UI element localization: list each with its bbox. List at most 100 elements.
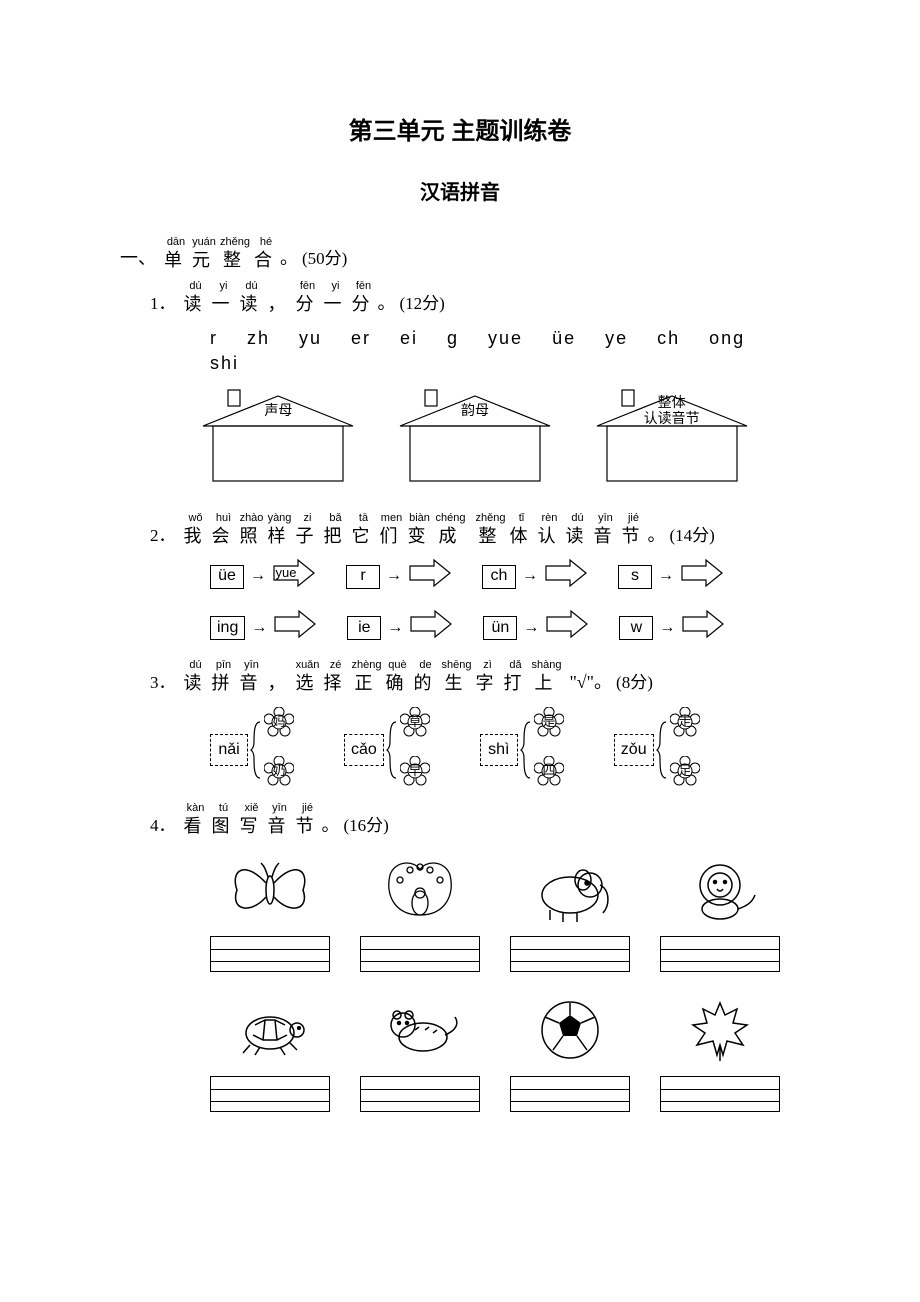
turtle-icon (215, 990, 325, 1070)
arrow-pair: ch → (482, 558, 588, 595)
q3-points: (8分) (616, 671, 653, 695)
house-shengmu: 声母 (193, 386, 363, 493)
arrow-pair: üe → yue (210, 558, 316, 595)
arrow-icon: → (659, 617, 675, 639)
arrow-icon: → (386, 565, 402, 587)
q2-arrows: üe → yue r → ch → s → ing → ie (210, 558, 800, 646)
choice-option: 四 (534, 756, 564, 793)
arrow-from-box: w (619, 616, 653, 640)
q3-num: 3． (150, 671, 176, 695)
question-2: 2． wǒ我 huì会 zhào照 yàng样 zi子 bǎ把 tā它 men们… (150, 513, 800, 646)
choice-pinyin-box: nǎi (210, 734, 248, 766)
house-label-3: 整体 认读音节 (644, 396, 700, 427)
svg-text:妈: 妈 (272, 714, 285, 729)
svg-text:四: 四 (542, 763, 555, 778)
section-1-tail: 。 (280, 246, 298, 271)
pinyin-write-box (210, 1076, 330, 1112)
pinyin-write-box (660, 1076, 780, 1112)
image-cell-lion (660, 850, 780, 972)
arrow-to-shape (544, 558, 588, 595)
q1-num: 1． (150, 292, 176, 316)
image-cell-peacock (360, 850, 480, 972)
arrow-from-box: ch (482, 565, 516, 589)
pinyin-write-box (510, 936, 630, 972)
arrow-from-box: ün (483, 616, 517, 640)
image-cell-elephant (510, 850, 630, 972)
choice-option: 奶 (264, 756, 294, 793)
pinyin-write-box (660, 936, 780, 972)
main-title: 第三单元 主题训练卷 (120, 115, 800, 149)
elephant-icon (515, 850, 625, 930)
arrow-from-box: r (346, 565, 380, 589)
section-1-points: (50分) (302, 247, 347, 271)
svg-text:早: 早 (408, 763, 421, 778)
question-3: 3． dú读 pīn拼 yīn音 ， xuǎn选 zé择 zhèng正 què确… (150, 660, 800, 793)
arrow-icon: → (522, 565, 538, 587)
arrow-to-shape (273, 609, 317, 646)
arrow-to-shape (409, 609, 453, 646)
arrow-from-box: s (618, 565, 652, 589)
pinyin-write-box (510, 1076, 630, 1112)
q3-tail: "√"。 (569, 670, 612, 695)
arrow-icon: → (658, 565, 674, 587)
arrow-pair: r → (346, 558, 452, 595)
peacock-icon (365, 850, 475, 930)
arrow-pair: ie → (347, 609, 453, 646)
soccer-ball-icon (515, 990, 625, 1070)
house-label-1: 声母 (264, 404, 292, 419)
arrow-icon: → (250, 565, 266, 587)
pinyin-write-box (360, 1076, 480, 1112)
q1-pinyin-list: r zh yu er ei g yue üe ye ch ong shi (210, 326, 800, 376)
arrow-from-box: ing (210, 616, 245, 640)
lion-icon (665, 850, 775, 930)
svg-text:足: 足 (678, 763, 691, 778)
svg-text:奶: 奶 (272, 763, 285, 778)
maple-leaf-icon (665, 990, 775, 1070)
arrow-to-shape (545, 609, 589, 646)
q2-num: 2． (150, 524, 176, 548)
arrow-icon: → (387, 617, 403, 639)
choice-group: zǒu 走 足 (614, 707, 700, 793)
arrow-pair: w → (619, 609, 725, 646)
svg-text:是: 是 (542, 714, 555, 729)
butterfly-icon (215, 850, 325, 930)
image-cell-tiger (360, 990, 480, 1112)
image-cell-soccer-ball (510, 990, 630, 1112)
arrow-pair: ün → (483, 609, 589, 646)
choice-pinyin-box: zǒu (614, 734, 654, 766)
house-label-2: 韵母 (461, 404, 489, 419)
arrow-to-shape (408, 558, 452, 595)
house-yunmu: 韵母 (390, 386, 560, 493)
arrow-to-shape (681, 609, 725, 646)
subtitle: 汉语拼音 (120, 179, 800, 207)
question-4: 4． kàn看 tú图 xiě写 yīn音 jié节 。 (16分) (150, 803, 800, 1112)
tiger-icon (365, 990, 475, 1070)
arrow-from-box: ie (347, 616, 381, 640)
arrow-to-shape (680, 558, 724, 595)
arrow-icon: → (523, 617, 539, 639)
choice-group: shì 是 四 (480, 707, 564, 793)
q2-points: (14分) (669, 524, 714, 548)
choice-option: 是 (534, 707, 564, 744)
arrow-to-shape: yue (272, 558, 316, 595)
image-cell-turtle (210, 990, 330, 1112)
house-zhengti: 整体 认读音节 (587, 386, 757, 493)
arrow-pair: ing → (210, 609, 317, 646)
choice-group: cǎo 草 早 (344, 707, 430, 793)
pinyin-write-box (360, 936, 480, 972)
choice-group: nǎi 妈 奶 (210, 707, 294, 793)
choice-pinyin-box: shì (480, 734, 518, 766)
arrow-icon: → (251, 617, 267, 639)
section-1-header: 一、 dān单 yuán元 zhěng整 hé合 。 (50分) (120, 237, 800, 272)
svg-text:yue: yue (276, 565, 297, 580)
q3-choices: nǎi 妈 奶 cǎo 草 (210, 707, 800, 793)
image-cell-butterfly (210, 850, 330, 972)
question-1: 1． dú读 yi一 dú读 ， fēn分 yi一 fēn分 。 (12分) r… (150, 281, 800, 493)
q1-houses: 声母 韵母 整体 认读音节 (180, 386, 770, 493)
q1-points: (12分) (400, 292, 445, 316)
svg-text:走: 走 (678, 714, 691, 729)
choice-option: 草 (400, 707, 430, 744)
choice-option: 足 (670, 756, 700, 793)
image-cell-maple-leaf (660, 990, 780, 1112)
choice-option: 早 (400, 756, 430, 793)
